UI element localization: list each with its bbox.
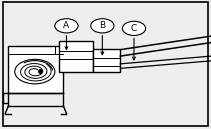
FancyBboxPatch shape xyxy=(93,49,120,72)
Text: A: A xyxy=(63,21,70,30)
Circle shape xyxy=(122,21,146,35)
Text: C: C xyxy=(131,24,137,33)
FancyBboxPatch shape xyxy=(8,46,63,93)
Circle shape xyxy=(55,19,78,33)
Circle shape xyxy=(91,19,114,33)
Text: B: B xyxy=(99,21,106,30)
FancyBboxPatch shape xyxy=(59,41,93,72)
Circle shape xyxy=(15,59,55,84)
